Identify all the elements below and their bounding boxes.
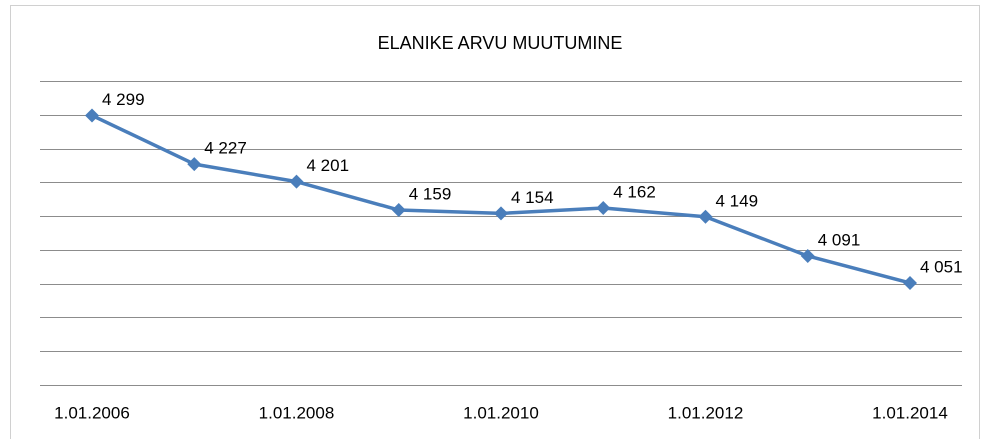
marker (391, 203, 406, 218)
data-label: 4 201 (307, 156, 350, 175)
marker (698, 209, 713, 224)
data-label: 4 051 (920, 257, 963, 276)
marker (800, 248, 815, 263)
x-tick-label: 1.01.2014 (872, 403, 948, 422)
data-label: 4 149 (716, 191, 759, 210)
data-label: 4 299 (102, 90, 145, 109)
x-tick-label: 1.01.2006 (54, 403, 130, 422)
x-tick-label: 1.01.2010 (463, 403, 539, 422)
data-label: 4 091 (818, 230, 861, 249)
data-label: 4 154 (511, 188, 554, 207)
chart-frame (10, 5, 980, 444)
marker (289, 174, 304, 189)
marker (596, 201, 611, 216)
data-label: 4 227 (204, 139, 247, 158)
marker (85, 108, 99, 123)
x-tick-label: 1.01.2012 (668, 403, 744, 422)
marker (903, 275, 917, 290)
data-label: 4 159 (409, 185, 452, 204)
marker (187, 157, 202, 172)
marker (494, 206, 508, 221)
x-tick-label: 1.01.2008 (259, 403, 335, 422)
chart-title: ELANIKE ARVU MUUTUMINE (378, 33, 623, 53)
data-label: 4 162 (613, 182, 656, 201)
